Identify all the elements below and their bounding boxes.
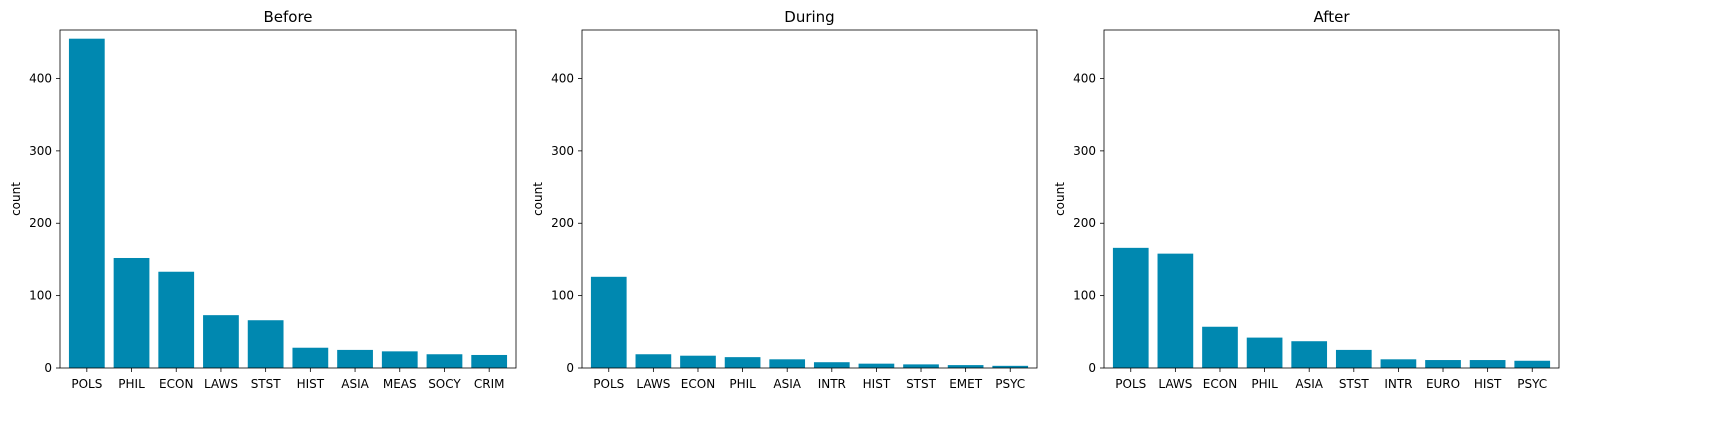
- bar-econ: [680, 355, 716, 368]
- bar-socy: [426, 354, 463, 368]
- x-tick-label: STST: [251, 377, 282, 391]
- bar-asia: [337, 349, 373, 368]
- bar-asia: [769, 359, 806, 368]
- y-axis-label: count: [1053, 182, 1067, 216]
- bar-hist: [1469, 360, 1506, 368]
- x-tick-label: ECON: [1203, 377, 1237, 391]
- bar-asia: [1291, 341, 1328, 368]
- chart-title: After: [1313, 8, 1350, 26]
- axes-frame: [581, 29, 1038, 369]
- x-tick-label: SOCY: [428, 377, 461, 391]
- y-tick-label: 200: [1073, 216, 1096, 230]
- x-tick-label: HIST: [863, 377, 891, 391]
- y-tick-label: 100: [1073, 289, 1096, 303]
- bar-hist: [858, 363, 895, 368]
- y-tick-label: 300: [551, 144, 574, 158]
- bar-pols: [590, 276, 627, 368]
- y-tick-label: 300: [1073, 144, 1096, 158]
- x-tick-label: STST: [1339, 377, 1370, 391]
- y-tick-label: 300: [29, 144, 52, 158]
- axes-frame: [1103, 29, 1560, 369]
- bar-phil: [113, 257, 150, 368]
- x-tick-label: POLS: [71, 377, 102, 391]
- x-tick-label: LAWS: [1158, 377, 1192, 391]
- x-tick-label: EMET: [949, 377, 983, 391]
- y-axis-label: count: [9, 182, 23, 216]
- bar-phil: [724, 357, 761, 368]
- bar-psyc: [1514, 360, 1551, 368]
- x-tick-label: PSYC: [995, 377, 1025, 391]
- chart-panel-before: POLS PHIL ECON LAWS STST HIST ASIA MEAS SOCY CRIM…: [9, 8, 517, 391]
- bar-phil: [1246, 337, 1283, 368]
- x-tick-label: ASIA: [773, 377, 801, 391]
- chart-title: During: [784, 8, 834, 26]
- x-tick-label: POLS: [593, 377, 624, 391]
- bar-stst: [247, 320, 284, 368]
- y-tick-label: 200: [551, 216, 574, 230]
- y-tick-label: 0: [566, 361, 574, 375]
- x-tick-label: HIST: [1474, 377, 1502, 391]
- bar-emet: [947, 365, 984, 368]
- y-axis-label: count: [531, 182, 545, 216]
- x-tick-label: PHIL: [729, 377, 756, 391]
- bar-stst: [903, 364, 939, 368]
- axes-frame: [59, 29, 517, 369]
- bar-hist: [292, 347, 329, 368]
- bar-econ: [1202, 326, 1238, 368]
- bar-crim: [471, 354, 508, 368]
- bar-psyc: [992, 365, 1029, 368]
- y-tick-label: 0: [1088, 361, 1096, 375]
- bar-pols: [1112, 247, 1149, 368]
- y-tick-label: 100: [29, 289, 52, 303]
- bar-econ: [158, 271, 195, 368]
- x-tick-label: POLS: [1115, 377, 1146, 391]
- x-tick-label: ASIA: [1295, 377, 1323, 391]
- bar-laws: [635, 354, 672, 368]
- x-tick-label: INTR: [818, 377, 846, 391]
- chart-title: Before: [263, 8, 312, 26]
- x-tick-label: EURO: [1426, 377, 1460, 391]
- bar-pols: [68, 38, 105, 368]
- x-tick-label: ECON: [681, 377, 715, 391]
- bar-intr: [813, 362, 850, 368]
- x-tick-label: HIST: [297, 377, 325, 391]
- x-tick-label: CRIM: [474, 377, 505, 391]
- x-tick-label: INTR: [1384, 377, 1412, 391]
- y-tick-label: 400: [29, 71, 52, 85]
- chart-panel-after: POLS LAWS ECON PHIL ASIA STST INTR EURO HIST PSYC…: [1053, 8, 1560, 391]
- bar-laws: [1157, 253, 1194, 368]
- x-tick-label: PHIL: [118, 377, 145, 391]
- x-tick-label: PHIL: [1251, 377, 1278, 391]
- x-tick-label: STST: [906, 377, 937, 391]
- chart-panel-during: POLS LAWS ECON PHIL ASIA INTR HIST STST EMET PSYC…: [531, 8, 1038, 391]
- bar-euro: [1425, 360, 1461, 368]
- bar-stst: [1335, 349, 1372, 368]
- y-tick-label: 0: [44, 361, 52, 375]
- y-tick-label: 400: [551, 71, 574, 85]
- x-tick-label: ECON: [159, 377, 193, 391]
- bar-meas: [381, 351, 418, 368]
- bar-intr: [1380, 359, 1417, 368]
- bar-laws: [203, 315, 239, 368]
- x-tick-label: PSYC: [1517, 377, 1547, 391]
- x-tick-label: LAWS: [204, 377, 238, 391]
- y-tick-label: 100: [551, 289, 574, 303]
- y-tick-label: 400: [1073, 71, 1096, 85]
- x-tick-label: LAWS: [636, 377, 670, 391]
- x-tick-label: ASIA: [341, 377, 369, 391]
- x-tick-label: MEAS: [383, 377, 417, 391]
- y-tick-label: 200: [29, 216, 52, 230]
